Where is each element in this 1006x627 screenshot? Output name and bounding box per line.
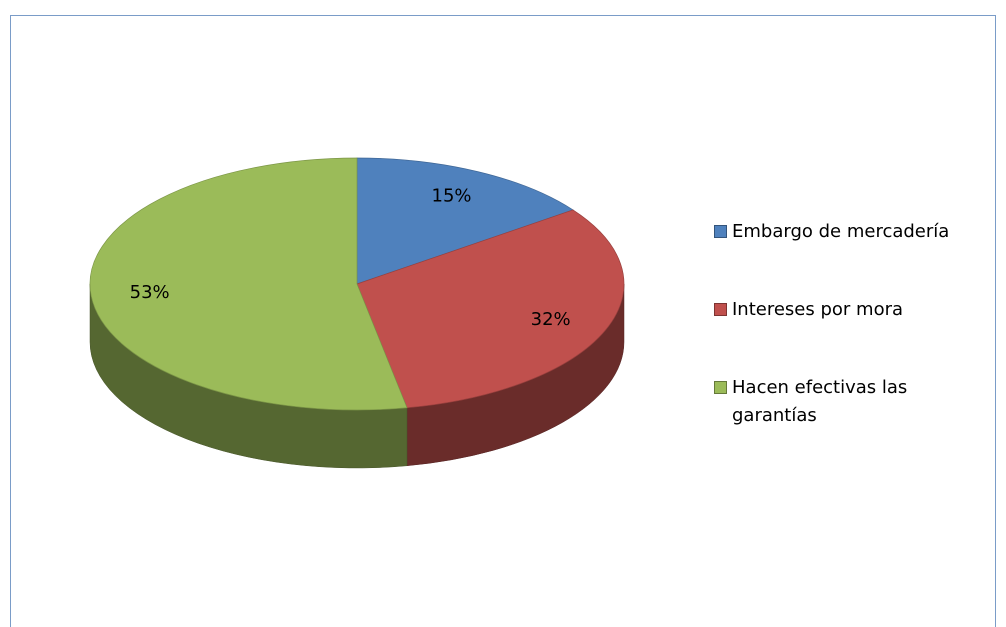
legend-swatch [714,303,727,316]
pie-slice [89,157,408,411]
legend-swatch [714,225,727,238]
pie-slice [356,209,625,409]
legend-item: Hacen efectivas las garantías [714,374,984,430]
legend-label: Intereses por mora [732,299,904,320]
legend-item: Intereses por mora [714,296,984,324]
data-label: 32% [531,309,571,330]
data-label: 53% [130,282,170,303]
data-label: 15% [432,185,472,206]
legend-swatch [714,381,727,394]
legend-label: Hacen efectivas las garantías [732,377,908,426]
legend-item: Embargo de mercadería [714,218,984,246]
pie-slice [356,157,574,285]
legend-label: Embargo de mercadería [732,221,950,242]
chart-frame [10,15,996,627]
